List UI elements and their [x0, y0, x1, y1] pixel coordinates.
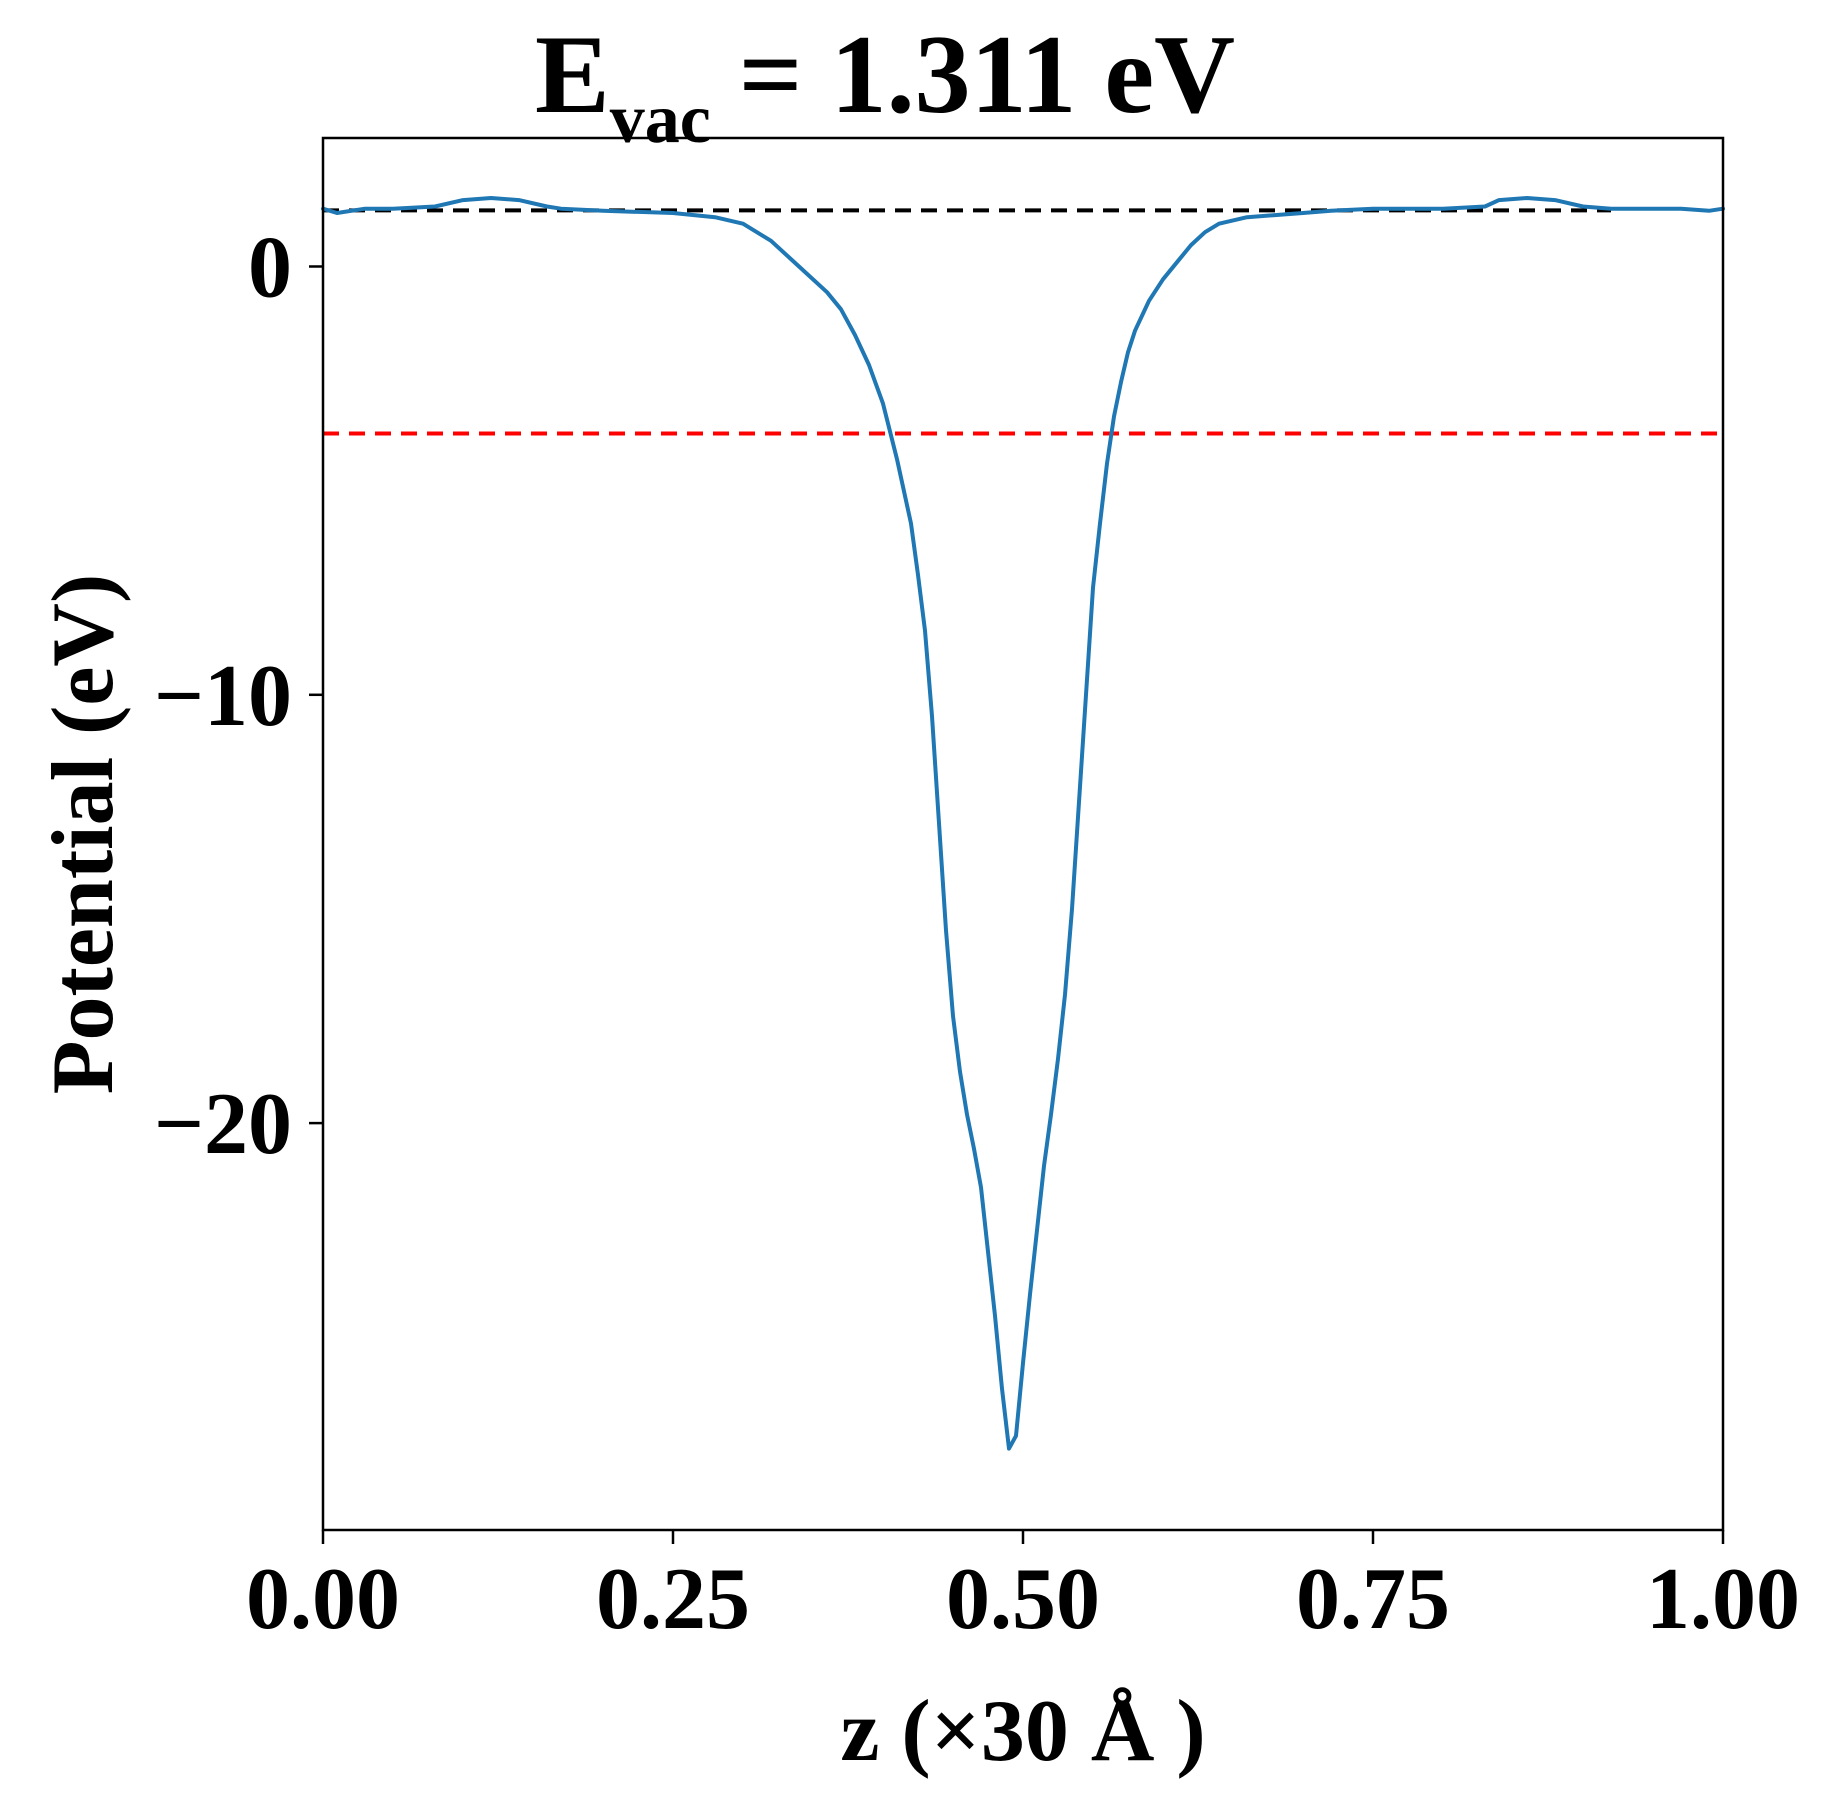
x-tick-label: 0.75: [1296, 1551, 1450, 1648]
x-tick-label: 1.00: [1646, 1551, 1800, 1648]
y-tick-label: −20: [154, 1076, 292, 1173]
x-tick-label: 0.25: [596, 1551, 750, 1648]
x-axis-label: z (×30 Å ): [840, 1683, 1205, 1780]
plot-frame: [321, 136, 1725, 1532]
chart-title: Evac = 1.311 eV: [535, 13, 1235, 158]
x-tick-label: 0.00: [246, 1551, 400, 1648]
y-tick-label: −10: [154, 648, 292, 745]
y-axis-label: Potential (eV): [35, 574, 132, 1094]
x-tick-label: 0.50: [946, 1551, 1100, 1648]
y-axis-ticks: 0 −10 −20: [154, 219, 323, 1173]
reference-lines: [323, 208, 1723, 436]
series-layer: [321, 196, 1725, 1451]
x-axis-ticks: 0.00 0.25 0.50 0.75 1.00: [246, 1530, 1800, 1648]
y-tick-label: 0: [248, 219, 292, 316]
series-line-1: [321, 196, 1725, 1451]
chart-title-subscript: vac: [610, 81, 711, 158]
chart-title-rest: = 1.311 eV: [711, 13, 1235, 137]
chart-title-main: E: [535, 13, 610, 137]
